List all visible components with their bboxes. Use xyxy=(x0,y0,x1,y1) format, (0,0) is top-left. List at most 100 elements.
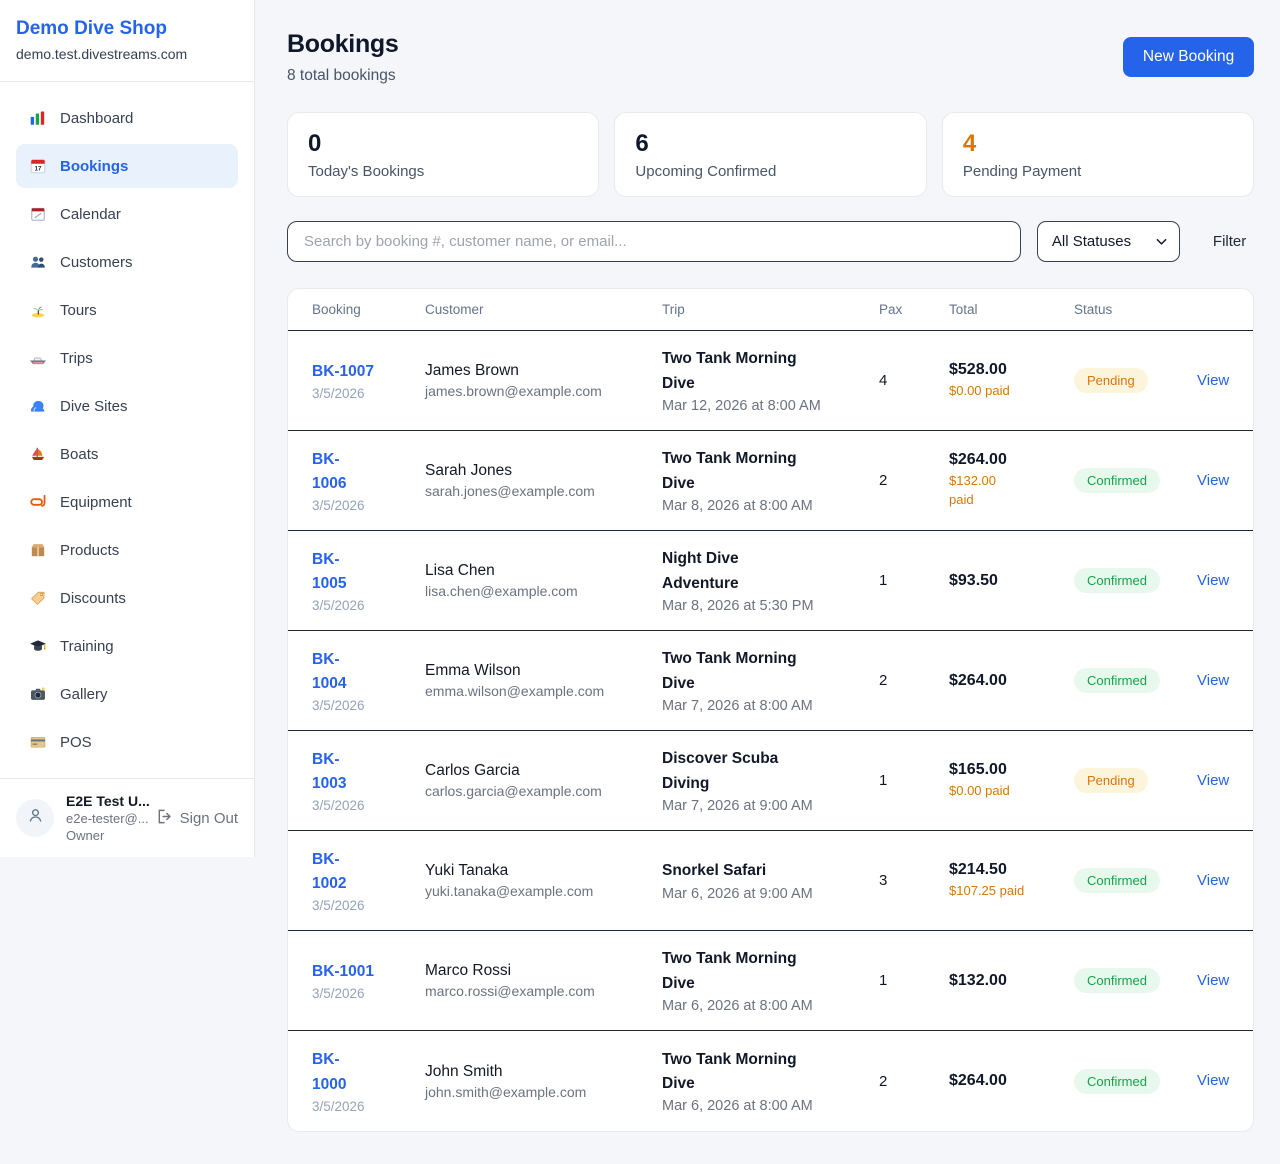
filter-row: All Statuses Filter xyxy=(287,221,1254,262)
trip-datetime: Mar 7, 2026 at 8:00 AM xyxy=(662,697,813,714)
status-badge: Confirmed xyxy=(1074,968,1160,993)
booking-id-link[interactable]: BK- 1005 xyxy=(312,550,347,592)
sidebar-item-discounts[interactable]: Discounts xyxy=(16,576,238,620)
sidebar-item-label: Calendar xyxy=(60,205,121,223)
page-title: Bookings xyxy=(287,30,399,58)
stat-card-pending-payment: 4 Pending Payment xyxy=(941,112,1255,197)
bar-chart-icon xyxy=(28,109,47,128)
sidebar-item-label: Training xyxy=(60,637,114,655)
stat-card-todays-bookings: 0 Today's Bookings xyxy=(287,112,600,197)
paid-amount: $132.00 paid xyxy=(949,473,996,507)
total-amount: $93.50 xyxy=(949,571,998,589)
sidebar-item-label: Customers xyxy=(60,253,133,271)
sidebar-item-dive-sites[interactable]: Dive Sites xyxy=(16,384,238,428)
filter-button[interactable]: Filter xyxy=(1212,233,1247,250)
camera-icon xyxy=(28,685,47,704)
customer-name: John Smith xyxy=(425,1062,503,1080)
svg-text:17: 17 xyxy=(34,166,41,173)
table-row: BK- 1003 3/5/2026 Carlos Garcia carlos.ga… xyxy=(288,731,1254,831)
search-input[interactable] xyxy=(287,221,1021,262)
customer-name: Sarah Jones xyxy=(425,462,513,479)
pax-count: 3 xyxy=(879,872,888,889)
credit-card-icon xyxy=(28,733,47,752)
trip-name: Two Tank Morning Dive xyxy=(662,450,797,492)
trip-datetime: Mar 6, 2026 at 8:00 AM xyxy=(662,997,813,1014)
sidebar-item-label: Dashboard xyxy=(60,109,134,127)
island-icon xyxy=(28,301,47,320)
sidebar-item-label: Boats xyxy=(60,445,99,463)
status-badge: Confirmed xyxy=(1074,468,1160,493)
sidebar-item-dashboard[interactable]: Dashboard xyxy=(16,96,238,140)
sidebar-item-customers[interactable]: Customers xyxy=(16,240,238,284)
pax-count: 1 xyxy=(879,972,888,989)
pax-count: 1 xyxy=(879,572,888,589)
status-select[interactable]: All Statuses xyxy=(1036,221,1180,262)
view-link[interactable]: View xyxy=(1197,871,1230,889)
booking-date: 3/5/2026 xyxy=(312,798,365,814)
customer-email: emma.wilson@example.com xyxy=(425,683,605,699)
sign-out-button[interactable]: Sign Out xyxy=(156,808,238,829)
sidebar-item-pos[interactable]: POS xyxy=(16,720,238,764)
speedboat-icon xyxy=(28,349,47,368)
view-link[interactable]: View xyxy=(1197,971,1230,989)
paid-amount: $107.25 paid xyxy=(949,882,1025,898)
view-link[interactable]: View xyxy=(1197,1072,1230,1089)
trip-name: Two Tank Morning Dive xyxy=(662,650,797,692)
booking-id-link[interactable]: BK- 1004 xyxy=(312,650,347,692)
booking-id-link[interactable]: BK-1001 xyxy=(312,962,375,980)
graduation-cap-icon xyxy=(28,637,47,656)
column-header-status: Status xyxy=(1074,302,1113,317)
sidebar-item-tours[interactable]: Tours xyxy=(16,288,238,332)
view-link[interactable]: View xyxy=(1197,771,1230,789)
calendar-date-icon: 17 xyxy=(28,157,47,176)
table-row: BK- 1006 3/5/2026 Sarah Jones sarah.jones… xyxy=(288,431,1254,531)
view-link[interactable]: View xyxy=(1197,571,1230,589)
paid-amount: $0.00 paid xyxy=(949,382,1010,398)
user-icon xyxy=(26,806,45,830)
booking-id-link[interactable]: BK- 1000 xyxy=(312,1051,347,1093)
user-email: e2e-tester@... xyxy=(66,811,149,826)
total-amount: $165.00 xyxy=(949,760,1007,778)
customer-name: Marco Rossi xyxy=(425,962,512,979)
sidebar-item-trips[interactable]: Trips xyxy=(16,336,238,380)
view-link[interactable]: View xyxy=(1197,671,1230,689)
customer-name: Emma Wilson xyxy=(425,662,521,679)
status-select-value: All Statuses xyxy=(1051,233,1132,250)
sidebar-item-equipment[interactable]: Equipment xyxy=(16,480,238,524)
booking-id-link[interactable]: BK- 1003 xyxy=(312,750,347,792)
sidebar-item-label: Tours xyxy=(60,301,97,319)
booking-id-link[interactable]: BK- 1002 xyxy=(312,850,347,892)
table-row: BK- 1000 3/5/2026 John Smith john.smith@e… xyxy=(288,1031,1253,1131)
view-link[interactable]: View xyxy=(1197,471,1230,489)
stat-card-upcoming-confirmed: 6 Upcoming Confirmed xyxy=(614,112,927,197)
booking-date: 3/5/2026 xyxy=(312,698,365,714)
sidebar-item-gallery[interactable]: Gallery xyxy=(16,672,238,716)
trip-name: Two Tank Morning Dive xyxy=(662,950,797,992)
booking-id-link[interactable]: BK-1007 xyxy=(312,362,375,380)
stat-value: 6 xyxy=(635,130,649,157)
sidebar-item-training[interactable]: Training xyxy=(16,624,238,668)
sidebar-item-calendar[interactable]: Calendar xyxy=(16,192,238,236)
stat-label: Today's Bookings xyxy=(308,163,425,181)
status-badge: Confirmed xyxy=(1074,1068,1160,1094)
brand-name: Demo Dive Shop xyxy=(16,18,167,39)
sidebar-item-bookings[interactable]: 17 Bookings xyxy=(16,144,238,188)
status-badge: Pending xyxy=(1074,768,1148,793)
sidebar-item-label: Gallery xyxy=(60,685,108,703)
customer-name: Lisa Chen xyxy=(425,562,495,579)
column-header-total: Total xyxy=(949,302,978,317)
booking-id-link[interactable]: BK- 1006 xyxy=(312,450,347,492)
sidebar-item-products[interactable]: Products xyxy=(16,528,238,572)
trip-name: Two Tank Morning Dive xyxy=(662,350,797,392)
table-body: BK-1007 3/5/2026 James Brown james.brown… xyxy=(288,331,1254,1131)
chevron-down-icon xyxy=(1156,238,1167,246)
user-info: E2E Test U... e2e-tester@... Owner xyxy=(66,793,150,843)
booking-date: 3/5/2026 xyxy=(312,1098,365,1114)
table-row: BK-1001 3/5/2026 Marco Rossi marco.rossi… xyxy=(288,931,1254,1031)
pax-count: 2 xyxy=(879,672,888,689)
new-booking-button[interactable]: New Booking xyxy=(1122,37,1255,77)
view-link[interactable]: View xyxy=(1197,371,1230,389)
column-header-booking: Booking xyxy=(312,302,361,317)
user-footer: E2E Test U... e2e-tester@... Owner Sign … xyxy=(0,778,254,857)
sidebar-item-boats[interactable]: Boats xyxy=(16,432,238,476)
